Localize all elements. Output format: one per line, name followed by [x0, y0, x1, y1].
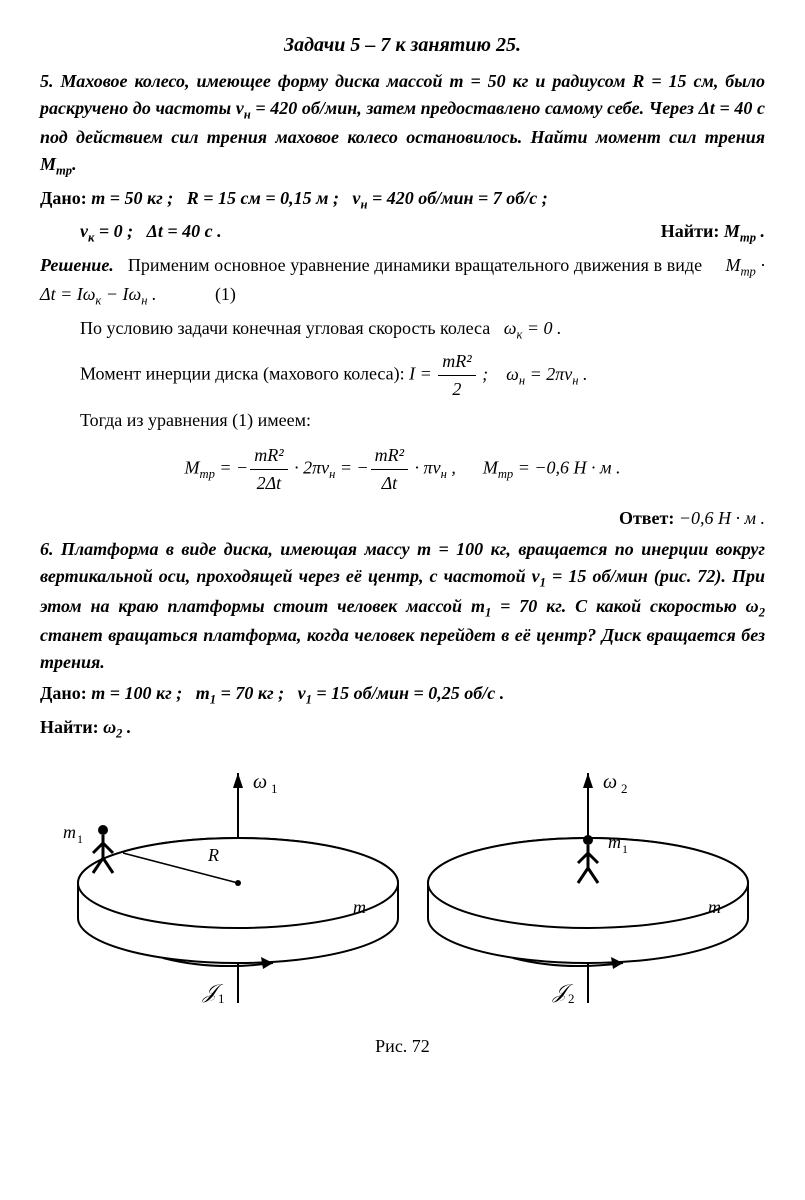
m-label-left: m — [353, 897, 366, 917]
page-title: Задачи 5 – 7 к занятию 25. — [40, 30, 765, 60]
reshenie-label: Решение. — [40, 255, 114, 275]
svg-text:2: 2 — [621, 781, 628, 796]
frac-den: 2 — [438, 376, 475, 403]
resh-text-1: Применим основное уравнение динамики вра… — [128, 255, 702, 275]
eq1-number: (1) — [215, 284, 236, 304]
naiti-label: Найти: — [661, 221, 720, 241]
naiti-label-6: Найти: — [40, 717, 99, 737]
dano-label-6: Дано: — [40, 683, 87, 703]
p5-solution-intro: Решение. Применим основное уравнение дин… — [40, 252, 765, 311]
p5-line2: По условию задачи конечная угловая скоро… — [80, 315, 765, 344]
p5-line3: Момент инерции диска (махового колеса): … — [80, 348, 765, 403]
p5-dano-2: νк = 0 ; Δt = 40 с . Найти: Mтр . — [40, 218, 765, 247]
m1-label-right: m — [608, 832, 621, 852]
line3-text: Момент инерции диска (махового колеса): — [80, 364, 405, 384]
p6-naiti: Найти: ω2 . — [40, 714, 765, 743]
figure-caption: Рис. 72 — [40, 1033, 765, 1060]
answer-value: −0,6 Н · м . — [679, 508, 765, 528]
omega1-label: ω⃗ — [253, 771, 283, 793]
p5-dano-1: Дано: m = 50 кг ; R = 15 см = 0,15 м ; ν… — [40, 185, 765, 214]
line2-text: По условию задачи конечная угловая скоро… — [80, 318, 490, 338]
frac-num: mR² — [438, 348, 475, 376]
p6-dano: Дано: m = 100 кг ; m1 = 70 кг ; ν1 = 15 … — [40, 680, 765, 709]
R-label: R — [207, 845, 219, 865]
problem-6-text: 6. Платформа в виде диска, имеющая массу… — [40, 536, 765, 676]
svg-text:2: 2 — [568, 991, 575, 1006]
svg-text:1: 1 — [271, 781, 278, 796]
p5-eq2: Mтр = −mR²2Δt · 2πνн = −mR²Δt · πνн , Mт… — [40, 442, 765, 497]
dano-label: Дано: — [40, 188, 87, 208]
p5-line4: Тогда из уравнения (1) имеем: — [80, 407, 765, 434]
omega2-label: ω⃗ — [603, 771, 633, 793]
answer-label: Ответ: — [619, 508, 674, 528]
m1-label-left: m — [63, 822, 76, 842]
svg-text:1: 1 — [77, 832, 83, 846]
problem-5-text: 5. Маховое колесо, имеющее форму диска м… — [40, 68, 765, 181]
m-label-right: m — [708, 897, 721, 917]
svg-text:1: 1 — [622, 842, 628, 856]
svg-text:1: 1 — [218, 991, 225, 1006]
p5-answer: Ответ: −0,6 Н · м . — [40, 505, 765, 532]
figure-72: ω⃗ 1 R m 1 m 𝒥 1 ω⃗ — [40, 753, 765, 1060]
